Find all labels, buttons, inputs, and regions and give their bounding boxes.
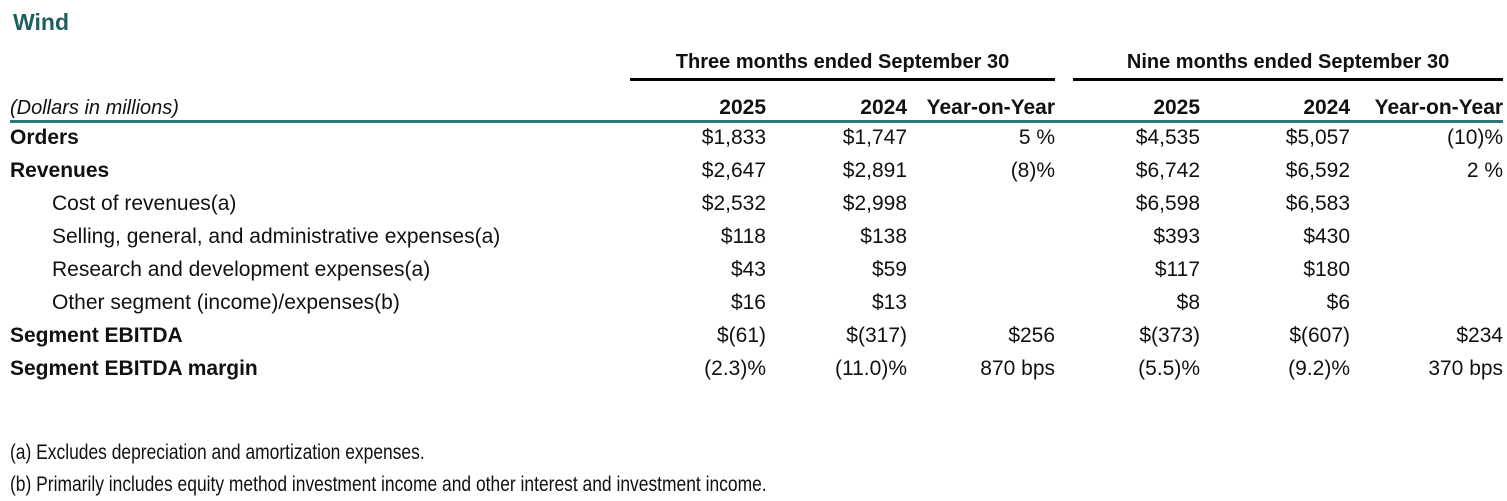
row-gap bbox=[1055, 319, 1073, 352]
row-label: Cost of revenues(a) bbox=[52, 191, 237, 215]
cell-value: $2,647 bbox=[701, 158, 766, 182]
cell-value bbox=[907, 253, 1055, 286]
cell-value bbox=[1350, 220, 1503, 253]
col-header-n-2024: 2024 bbox=[1200, 81, 1351, 123]
footnotes: (a) Excludes depreciation and amortizati… bbox=[10, 437, 1507, 501]
table-row-revenues: Revenues $2,647 $2,891 (8)% $6,742 $6,59… bbox=[10, 154, 1503, 187]
cell-value bbox=[907, 187, 1055, 220]
table-row-other-segment: Other segment (income)/expenses(b) $16 $… bbox=[10, 286, 1503, 319]
cell-value: $(373) bbox=[1139, 323, 1201, 347]
cell-value: $180 bbox=[1303, 257, 1351, 281]
cell-value: $6,583 bbox=[1285, 191, 1351, 215]
cell-value: $4,535 bbox=[1135, 126, 1201, 150]
col-header-q-2025: 2025 bbox=[610, 81, 766, 123]
cell-value bbox=[1350, 187, 1503, 220]
col-header-n-2025: 2025 bbox=[1073, 81, 1201, 123]
cell-value: $138 bbox=[860, 224, 907, 248]
row-gap bbox=[1055, 220, 1073, 253]
cell-value: $59 bbox=[871, 257, 907, 281]
cell-value: $5,057 bbox=[1285, 126, 1351, 150]
cell-value: $393 bbox=[1153, 224, 1201, 248]
row-label: Revenues bbox=[10, 158, 110, 182]
row-label: Research and development expenses(a) bbox=[52, 257, 431, 281]
table-row-segment-ebitda: Segment EBITDA $(61) $(317) $256 $(373) … bbox=[10, 319, 1503, 352]
table-row-rd-expenses: Research and development expenses(a) $43… bbox=[10, 253, 1503, 286]
group-header-three-months-label: Three months ended September 30 bbox=[630, 51, 1056, 81]
row-gap bbox=[1055, 187, 1073, 220]
col-header-n-yoy: Year-on-Year bbox=[1350, 81, 1504, 123]
row-gap bbox=[1055, 154, 1073, 187]
cell-value bbox=[907, 286, 1055, 319]
cell-value bbox=[1350, 253, 1503, 286]
footnote-a: (a) Excludes depreciation and amortizati… bbox=[10, 441, 425, 464]
cell-value: $118 bbox=[720, 224, 766, 248]
group-header-spacer bbox=[10, 51, 610, 81]
cell-value: $430 bbox=[1303, 224, 1351, 248]
row-label: Orders bbox=[10, 126, 79, 150]
cell-value: $6,592 bbox=[1285, 158, 1351, 182]
cell-value: 870 bps bbox=[980, 356, 1056, 380]
cell-value: (8)% bbox=[1010, 158, 1056, 182]
cell-value: $43 bbox=[730, 257, 766, 281]
cell-value: $2,532 bbox=[701, 191, 766, 215]
table-row-cost-of-revenues: Cost of revenues(a) $2,532 $2,998 $6,598… bbox=[10, 187, 1503, 220]
cell-value: (5.5)% bbox=[1138, 356, 1201, 380]
group-header-three-months: Three months ended September 30 bbox=[610, 51, 1056, 81]
cell-value: (10)% bbox=[1447, 126, 1504, 150]
group-header-nine-months-label: Nine months ended September 30 bbox=[1073, 51, 1504, 81]
cell-value: 2 % bbox=[1466, 158, 1504, 182]
row-gap bbox=[1055, 253, 1073, 286]
cell-value: (11.0)% bbox=[835, 356, 907, 380]
column-header-row: (Dollars in millions) 2025 2024 Year-on-… bbox=[10, 81, 1504, 123]
group-gap bbox=[1055, 51, 1073, 81]
cell-value: (9.2)% bbox=[1288, 356, 1351, 380]
cell-value: $1,833 bbox=[701, 126, 766, 150]
row-gap bbox=[1055, 121, 1073, 154]
cell-value: $234 bbox=[1456, 323, 1504, 347]
cell-value: $8 bbox=[1176, 290, 1201, 314]
cell-value: $117 bbox=[1154, 257, 1201, 281]
group-header-row: Three months ended September 30 Nine mon… bbox=[10, 51, 1504, 81]
row-label: Other segment (income)/expenses(b) bbox=[52, 290, 400, 314]
row-gap bbox=[1055, 352, 1073, 385]
cell-value: $1,747 bbox=[842, 126, 907, 150]
table-row-sga-expenses: Selling, general, and administrative exp… bbox=[10, 220, 1503, 253]
cell-value: $13 bbox=[871, 290, 907, 314]
table-head: Three months ended September 30 Nine mon… bbox=[10, 51, 1504, 123]
group-header-nine-months: Nine months ended September 30 bbox=[1073, 51, 1504, 81]
cell-value: 370 bps bbox=[1428, 356, 1504, 380]
cell-value: $(607) bbox=[1289, 323, 1351, 347]
col-header-q-2024: 2024 bbox=[766, 81, 907, 123]
units-label: (Dollars in millions) bbox=[10, 81, 610, 123]
segment-financials-table: Three months ended September 30 Nine mon… bbox=[10, 51, 1504, 385]
cell-value: $6,598 bbox=[1135, 191, 1201, 215]
cell-value: $2,891 bbox=[842, 158, 907, 182]
table-row-orders: Orders $1,833 $1,747 5 % $4,535 $5,057 (… bbox=[10, 121, 1503, 154]
col-header-q-yoy: Year-on-Year bbox=[907, 81, 1056, 123]
cell-value bbox=[907, 220, 1055, 253]
cell-value: $6 bbox=[1326, 290, 1351, 314]
table-row-segment-ebitda-margin: Segment EBITDA margin (2.3)% (11.0)% 870… bbox=[10, 352, 1503, 385]
cell-value: $2,998 bbox=[842, 191, 907, 215]
cell-value: $16 bbox=[730, 290, 766, 314]
row-label: Selling, general, and administrative exp… bbox=[52, 224, 501, 248]
cell-value: $6,742 bbox=[1135, 158, 1201, 182]
cell-value: $(61) bbox=[716, 323, 766, 347]
table-body: Orders $1,833 $1,747 5 % $4,535 $5,057 (… bbox=[10, 121, 1503, 385]
page-title: Wind bbox=[13, 9, 69, 35]
row-label: Segment EBITDA margin bbox=[10, 356, 258, 380]
cell-value bbox=[1350, 286, 1503, 319]
row-label: Segment EBITDA bbox=[10, 323, 183, 347]
column-gap bbox=[1055, 81, 1074, 123]
cell-value: $(317) bbox=[846, 323, 907, 347]
footnote-b: (b) Primarily includes equity method inv… bbox=[10, 473, 767, 496]
cell-value: 5 % bbox=[1018, 126, 1056, 150]
row-gap bbox=[1055, 286, 1073, 319]
cell-value: (2.3)% bbox=[704, 356, 766, 380]
cell-value: $256 bbox=[1008, 323, 1056, 347]
